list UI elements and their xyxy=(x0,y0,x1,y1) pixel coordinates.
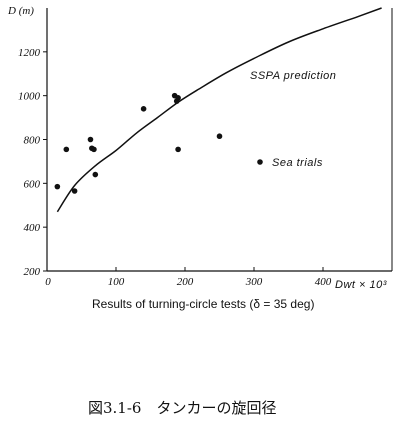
prediction-label: SSPA prediction xyxy=(250,70,336,82)
prediction-curve-group xyxy=(56,7,382,213)
sea-trial-points-group xyxy=(54,92,223,194)
x-tick-label: 300 xyxy=(245,276,263,288)
y-tick-label: 400 xyxy=(24,222,41,234)
sea-trial-point xyxy=(175,95,181,101)
sea-trial-point xyxy=(54,183,61,190)
y-tick-label: 200 xyxy=(24,266,41,278)
y-tick-label: 1200 xyxy=(18,47,41,59)
y-tick-label: 600 xyxy=(24,178,41,190)
sea-trials-label: Sea trials xyxy=(272,157,323,169)
sea-trial-point xyxy=(71,188,78,194)
sea-trial-point xyxy=(91,146,97,153)
y-tick-label: 1000 xyxy=(18,91,41,103)
y-axis-label: D (m) xyxy=(7,5,34,17)
x-tick-label: 400 xyxy=(315,276,332,288)
sspa-prediction-line xyxy=(56,7,382,213)
sea-trial-point xyxy=(92,171,99,178)
figure-caption: 図3.1-6 タンカーの旋回径 xyxy=(88,399,276,417)
sea-trial-point xyxy=(87,136,94,143)
x-tick-label: 100 xyxy=(108,276,125,288)
sea-trials-legend-marker xyxy=(257,159,263,165)
sea-trial-point xyxy=(63,146,70,153)
sea-trial-point xyxy=(140,106,147,112)
x-axis-unit: Dwt × 10³ xyxy=(335,279,387,291)
sea-trial-point xyxy=(175,146,181,153)
chart-axes: 200 400 600 800 1000 1200 100 200 300 400 0 xyxy=(18,8,393,288)
x-tick-label-origin: 0 xyxy=(45,276,51,288)
sea-trial-point xyxy=(216,133,223,140)
y-tick-label: 800 xyxy=(24,135,41,147)
x-axis-title: Results of turning-circle tests (δ = 35 … xyxy=(92,297,314,311)
x-tick-label: 200 xyxy=(177,276,194,288)
